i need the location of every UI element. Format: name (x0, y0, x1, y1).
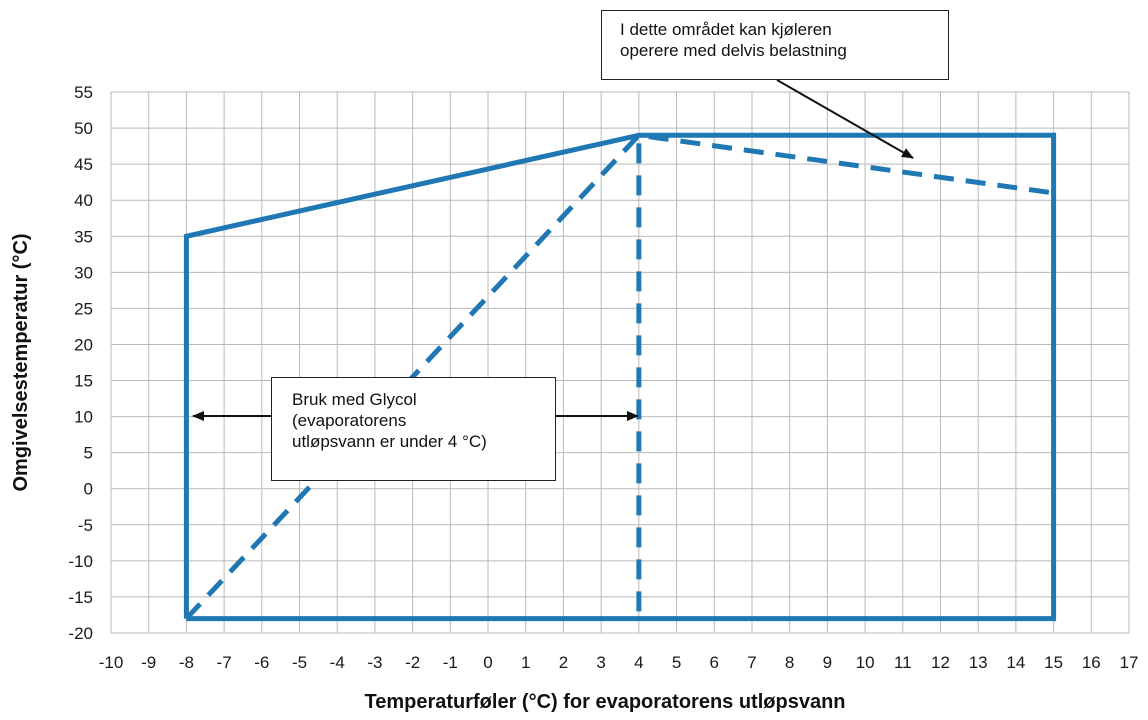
x-tick-label: 6 (710, 653, 719, 672)
x-tick-label: 3 (596, 653, 605, 672)
x-tick-label: 0 (483, 653, 492, 672)
y-tick-label: 40 (74, 191, 93, 210)
x-tick-label: 2 (559, 653, 568, 672)
x-tick-label: 10 (856, 653, 875, 672)
y-axis-title: Omgivelsestemperatur (°C) (10, 233, 32, 491)
partial-load-annotation: I dette området kan kjøleren operere med… (601, 10, 949, 80)
x-tick-label: 17 (1120, 653, 1139, 672)
y-tick-label: 35 (74, 227, 93, 246)
glycol-annotation: Bruk med Glycol (evaporatorens utløpsvan… (271, 377, 556, 481)
y-tick-label: -10 (68, 552, 93, 571)
y-tick-label: 25 (74, 299, 93, 318)
x-tick-label: -9 (141, 653, 156, 672)
x-tick-label: -7 (217, 653, 232, 672)
x-tick-label: 5 (672, 653, 681, 672)
annotation-line: operere med delvis belastning (620, 41, 847, 60)
annotation-line: utløpsvann er under 4 °C) (292, 432, 487, 451)
annotation-line: (evaporatorens (292, 411, 407, 430)
x-tick-label: -8 (179, 653, 194, 672)
annotation-arrows (192, 79, 914, 421)
x-tick-label: 14 (1006, 653, 1025, 672)
y-tick-label: 20 (74, 335, 93, 354)
y-tick-label: 15 (74, 372, 93, 391)
x-tick-label: 9 (823, 653, 832, 672)
y-tick-label: 50 (74, 119, 93, 138)
y-tick-label: -5 (78, 516, 93, 535)
x-tick-label: -6 (254, 653, 269, 672)
grid (110, 91, 1130, 634)
x-tick-label: 13 (969, 653, 988, 672)
solid-envelope-line (183, 132, 1057, 622)
y-tick-label: 30 (74, 263, 93, 282)
x-tick-label: 12 (931, 653, 950, 672)
series (183, 132, 1057, 622)
x-tick-label: -10 (99, 653, 124, 672)
y-tick-label: 55 (74, 83, 93, 102)
y-tick-label: 10 (74, 408, 93, 427)
x-tick-label: -1 (443, 653, 458, 672)
dashed-series-line (184, 132, 1054, 621)
x-tick-label: 11 (894, 653, 912, 672)
x-tick-label: 15 (1044, 653, 1063, 672)
x-tick-label: 7 (747, 653, 756, 672)
y-tick-label: -15 (68, 588, 93, 607)
y-tick-label: -20 (68, 624, 93, 643)
x-tick-label: 16 (1082, 653, 1101, 672)
annotation-line: Bruk med Glycol (292, 390, 417, 409)
annotation-line: I dette området kan kjøleren (620, 20, 832, 39)
y-tick-label: 45 (74, 155, 93, 174)
x-tick-label: 1 (521, 653, 530, 672)
x-tick-label: -4 (330, 653, 345, 672)
y-tick-label: 0 (84, 480, 93, 499)
x-tick-label: -5 (292, 653, 307, 672)
tick-labels: -10 -9 -8 -7 -6 -5 -4 -3 -2 -1 0 1 2 3 4 5 6 7 8 9 10 11 12 13 1… (68, 83, 1138, 672)
x-tick-label: 4 (634, 653, 643, 672)
partial-load-arrow (776, 79, 914, 159)
x-tick-label: -2 (405, 653, 420, 672)
x-axis-title: Temperaturføler (°C) for evaporatorens u… (364, 691, 845, 713)
y-tick-label: 5 (84, 444, 93, 463)
x-tick-label: -3 (367, 653, 382, 672)
x-tick-label: 8 (785, 653, 794, 672)
